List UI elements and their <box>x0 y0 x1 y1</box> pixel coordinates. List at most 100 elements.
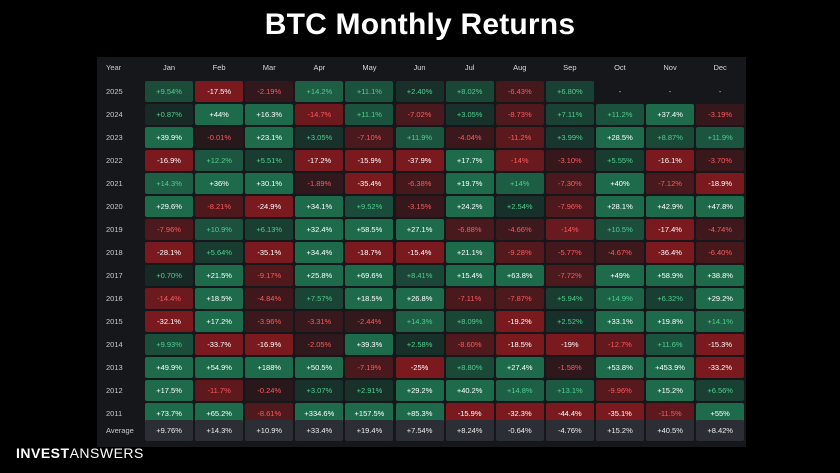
row-year-label: 2014 <box>106 339 123 349</box>
row-year-label: 2016 <box>106 293 123 303</box>
header-month: Jun <box>413 62 426 72</box>
return-cell: +44% <box>195 103 244 125</box>
return-cell: +10.5% <box>595 218 644 240</box>
return-cell: +47.8% <box>696 195 745 217</box>
return-cell: +24.2% <box>445 195 494 217</box>
return-cell: -15.9% <box>445 402 494 424</box>
return-cell: -35.1% <box>595 402 644 424</box>
return-cell: -4.66% <box>495 218 544 240</box>
return-cell: -4.84% <box>245 287 294 309</box>
return-cell: +0.70% <box>145 264 194 286</box>
return-cell: -17.5% <box>195 80 244 102</box>
return-cell: +69.6% <box>345 264 394 286</box>
return-cell: -14% <box>545 218 594 240</box>
return-cell: +21.1% <box>445 241 494 263</box>
return-cell: +3.99% <box>545 126 594 148</box>
return-cell: +6.80% <box>545 80 594 102</box>
return-cell: +29.2% <box>696 287 745 309</box>
return-cell: +19.8% <box>646 310 695 332</box>
return-cell: -6.43% <box>495 80 544 102</box>
return-cell: +15.2% <box>646 379 695 401</box>
return-cell: +0.87% <box>145 103 194 125</box>
return-cell: +40% <box>595 172 644 194</box>
brand-logo-light: ANSWERS <box>69 445 144 461</box>
return-cell: -4.67% <box>595 241 644 263</box>
return-cell: -9.96% <box>595 379 644 401</box>
return-cell: -14% <box>495 149 544 171</box>
return-cell: +19.7% <box>445 172 494 194</box>
return-cell: +27.4% <box>495 356 544 378</box>
return-cell: +39.3% <box>345 333 394 355</box>
return-cell: +157.5% <box>345 402 394 424</box>
return-cell: +34.1% <box>295 195 344 217</box>
return-cell: -24.9% <box>245 195 294 217</box>
return-cell: +30.1% <box>245 172 294 194</box>
header-month: Oct <box>614 62 626 72</box>
return-cell: -7.30% <box>545 172 594 194</box>
return-cell: +3.07% <box>295 379 344 401</box>
average-cell: +10.9% <box>245 420 294 441</box>
return-cell: +29.2% <box>395 379 444 401</box>
row-year-label: 2015 <box>106 316 123 326</box>
return-cell: -37.9% <box>395 149 444 171</box>
return-cell: +14.9% <box>595 287 644 309</box>
return-cell: -32.1% <box>145 310 194 332</box>
return-cell: -11.7% <box>195 379 244 401</box>
return-cell: +53.8% <box>595 356 644 378</box>
average-cell: +40.5% <box>646 420 695 441</box>
return-cell: +9.54% <box>145 80 194 102</box>
return-cell: +65.2% <box>195 402 244 424</box>
return-cell: -7.96% <box>145 218 194 240</box>
return-cell: +85.3% <box>395 402 444 424</box>
return-cell: - <box>595 80 644 102</box>
return-cell: +23.1% <box>245 126 294 148</box>
return-cell: +14.3% <box>395 310 444 332</box>
return-cell: +12.2% <box>195 149 244 171</box>
row-year-label: 2012 <box>106 385 123 395</box>
return-cell: +11.6% <box>646 333 695 355</box>
return-cell: +28.1% <box>595 195 644 217</box>
return-cell: +14.1% <box>696 310 745 332</box>
return-cell: +49% <box>595 264 644 286</box>
return-cell: +73.7% <box>145 402 194 424</box>
average-cell: +8.24% <box>445 420 494 441</box>
return-cell: -3.10% <box>545 149 594 171</box>
return-cell: +50.5% <box>295 356 344 378</box>
return-cell: -8.73% <box>495 103 544 125</box>
average-cell: +19.4% <box>345 420 394 441</box>
return-cell: -7.72% <box>545 264 594 286</box>
return-cell: -1.58% <box>545 356 594 378</box>
return-cell: -7.19% <box>345 356 394 378</box>
return-cell: +188% <box>245 356 294 378</box>
return-cell: -3.96% <box>245 310 294 332</box>
row-year-label: 2024 <box>106 109 123 119</box>
return-cell: +15.4% <box>445 264 494 286</box>
row-year-label: 2013 <box>106 362 123 372</box>
header-month: Mar <box>262 62 276 72</box>
return-cell: -7.12% <box>646 172 695 194</box>
return-cell: +8.87% <box>646 126 695 148</box>
return-cell: +14.8% <box>495 379 544 401</box>
return-cell: +33.1% <box>595 310 644 332</box>
return-cell: +16.3% <box>245 103 294 125</box>
return-cell: +11.9% <box>696 126 745 148</box>
return-cell: +2.58% <box>395 333 444 355</box>
average-cell: +8.42% <box>696 420 745 441</box>
return-cell: +36% <box>195 172 244 194</box>
return-cell: +14% <box>495 172 544 194</box>
header-month: May <box>362 62 377 72</box>
return-cell: +6.32% <box>646 287 695 309</box>
chart-title: BTC Monthly Returns <box>264 8 576 41</box>
return-cell: +3.05% <box>445 103 494 125</box>
header-month: Feb <box>212 62 226 72</box>
brand-logo-bold: INVEST <box>16 445 70 461</box>
return-cell: +2.52% <box>545 310 594 332</box>
return-cell: +8.80% <box>445 356 494 378</box>
return-cell: -1.89% <box>295 172 344 194</box>
return-cell: +55% <box>696 402 745 424</box>
return-cell: -35.4% <box>345 172 394 194</box>
return-cell: +9.93% <box>145 333 194 355</box>
brand-logo: INVESTANSWERS <box>16 445 144 461</box>
return-cell: -2.44% <box>345 310 394 332</box>
return-cell: -7.11% <box>445 287 494 309</box>
